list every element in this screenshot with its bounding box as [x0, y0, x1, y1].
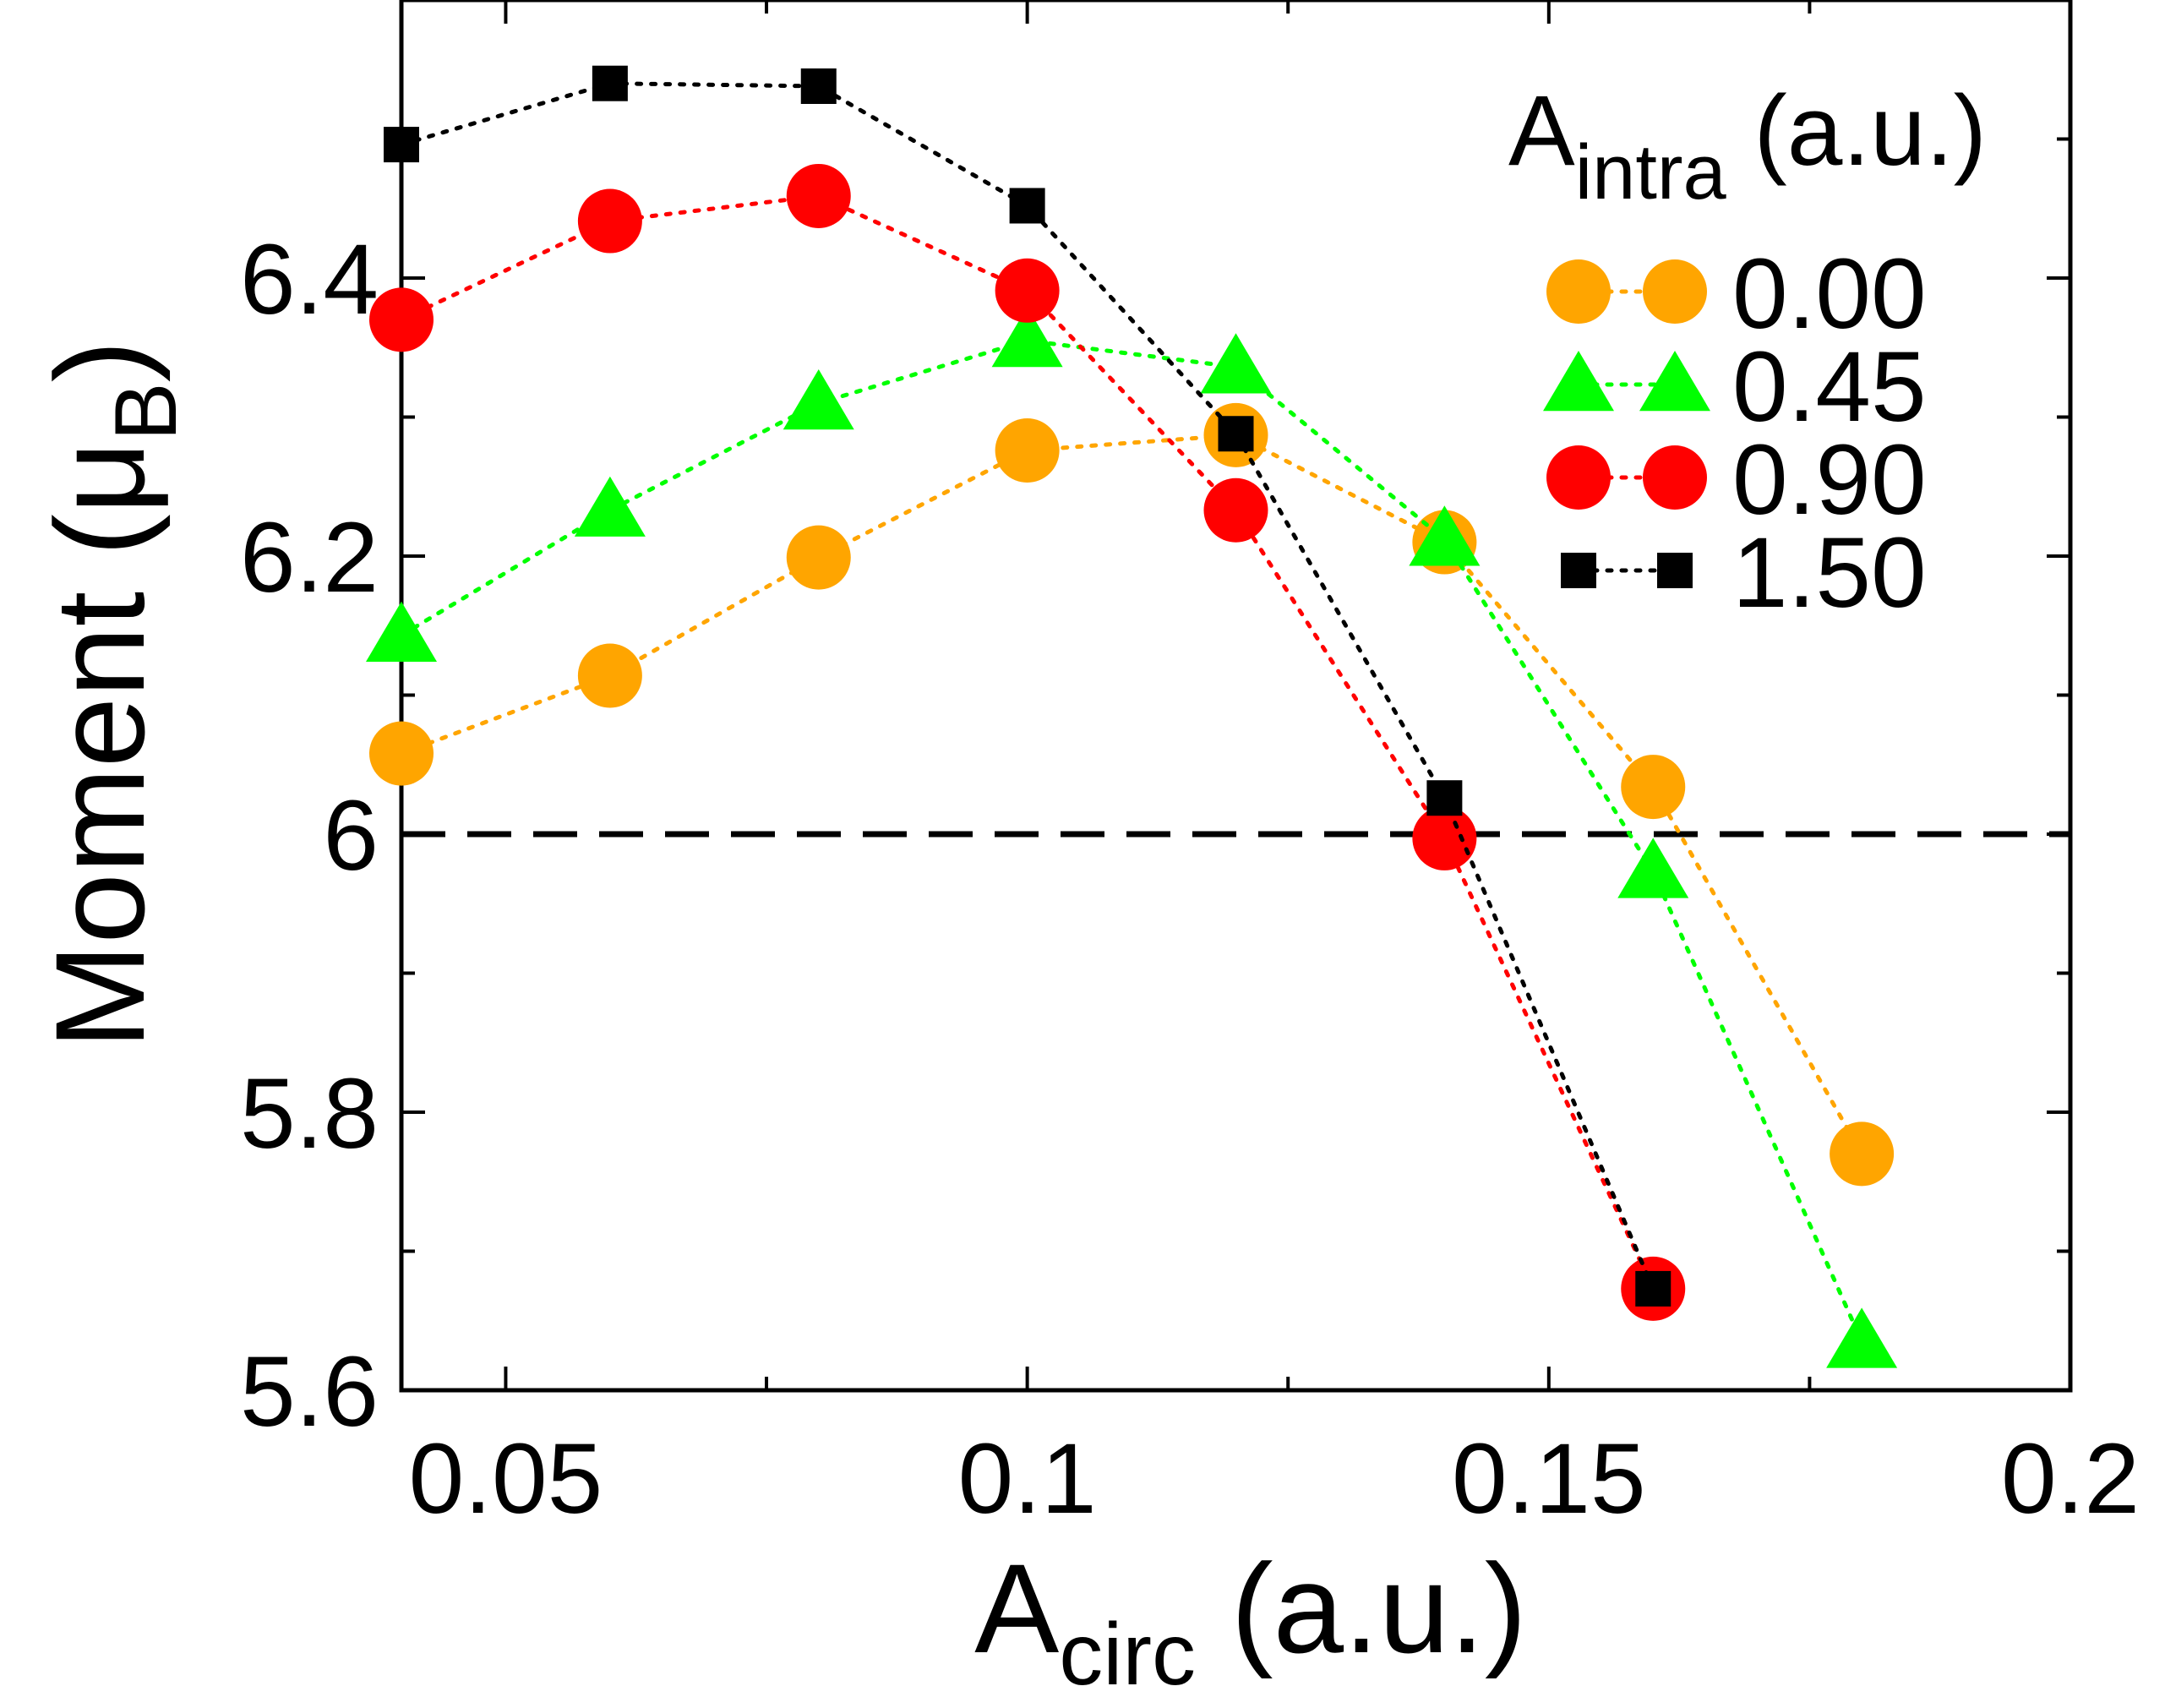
- y-axis-title: Moment (μB): [29, 340, 195, 1049]
- data-point: [592, 65, 628, 101]
- data-point: [786, 163, 851, 228]
- y-tick-label: 6.2: [240, 502, 379, 614]
- legend-entry: 1.50: [1561, 517, 1927, 629]
- series-0.45: [366, 307, 1898, 1368]
- legend-marker: [1546, 259, 1611, 324]
- legend-title: Aintra (a.u.): [1508, 75, 1987, 216]
- data-point: [1830, 1121, 1895, 1187]
- legend-label: 0.00: [1732, 238, 1927, 350]
- legend-entry: 0.00: [1546, 238, 1927, 350]
- data-point: [786, 525, 851, 590]
- data-point: [1426, 780, 1463, 816]
- data-point: [1617, 838, 1689, 898]
- axis-tick-labels: 0.05 0.1 0.15 0.2 5.6 5.8 6 6.2 6.4: [240, 224, 2140, 1535]
- data-point: [1409, 505, 1481, 566]
- series-line: [399, 338, 1864, 1344]
- legend-marker: [1643, 445, 1707, 510]
- y-tick-label: 6.4: [240, 224, 379, 336]
- legend-label: 0.45: [1732, 331, 1927, 443]
- legend-label: 0.90: [1732, 424, 1927, 536]
- legend-entry: 0.90: [1546, 424, 1927, 536]
- data-point: [369, 721, 434, 786]
- x-tick-label: 0.1: [958, 1423, 1097, 1535]
- series-1.50: [384, 65, 1671, 1307]
- data-point: [1826, 1307, 1898, 1368]
- data-point: [991, 307, 1063, 368]
- series-line: [399, 433, 1864, 1156]
- x-tick-label: 0.05: [409, 1423, 603, 1535]
- data-point: [783, 369, 854, 430]
- data-point: [577, 643, 642, 708]
- data-point: [1621, 755, 1686, 820]
- series-layer: [366, 65, 1898, 1368]
- x-axis-title: Acirc (a.u.): [974, 1537, 1527, 1704]
- data-point: [1203, 477, 1268, 543]
- axis-ticks: [401, 0, 2072, 1392]
- legend-marker: [1561, 553, 1596, 588]
- legend-marker: [1546, 445, 1611, 510]
- x-tick-label: 0.2: [2001, 1423, 2140, 1535]
- legend-label: 1.50: [1732, 517, 1927, 629]
- y-tick-label: 6: [323, 780, 379, 892]
- data-point: [577, 188, 642, 254]
- legend-entries: 0.000.450.901.50: [1543, 238, 1927, 629]
- x-tick-label: 0.15: [1452, 1423, 1646, 1535]
- data-point: [366, 601, 437, 662]
- data-point: [1218, 416, 1254, 452]
- data-point: [995, 258, 1060, 323]
- legend-marker: [1643, 259, 1707, 324]
- data-point: [1200, 333, 1272, 394]
- y-tick-label: 5.8: [240, 1058, 379, 1170]
- data-point: [995, 417, 1060, 483]
- data-point: [369, 287, 434, 352]
- legend-marker: [1657, 553, 1693, 588]
- legend: Aintra (a.u.) 0.000.450.901.50: [1508, 75, 1987, 629]
- data-point: [1635, 1270, 1671, 1307]
- data-point: [800, 68, 837, 104]
- data-point: [574, 476, 646, 537]
- data-point: [1009, 188, 1045, 224]
- legend-entry: 0.45: [1543, 331, 1927, 443]
- legend-marker: [1639, 351, 1710, 412]
- legend-marker: [1543, 351, 1614, 412]
- y-tick-label: 5.6: [240, 1336, 379, 1448]
- plot-frame: [399, 0, 2073, 1393]
- data-point: [1412, 805, 1477, 870]
- data-point: [384, 127, 419, 163]
